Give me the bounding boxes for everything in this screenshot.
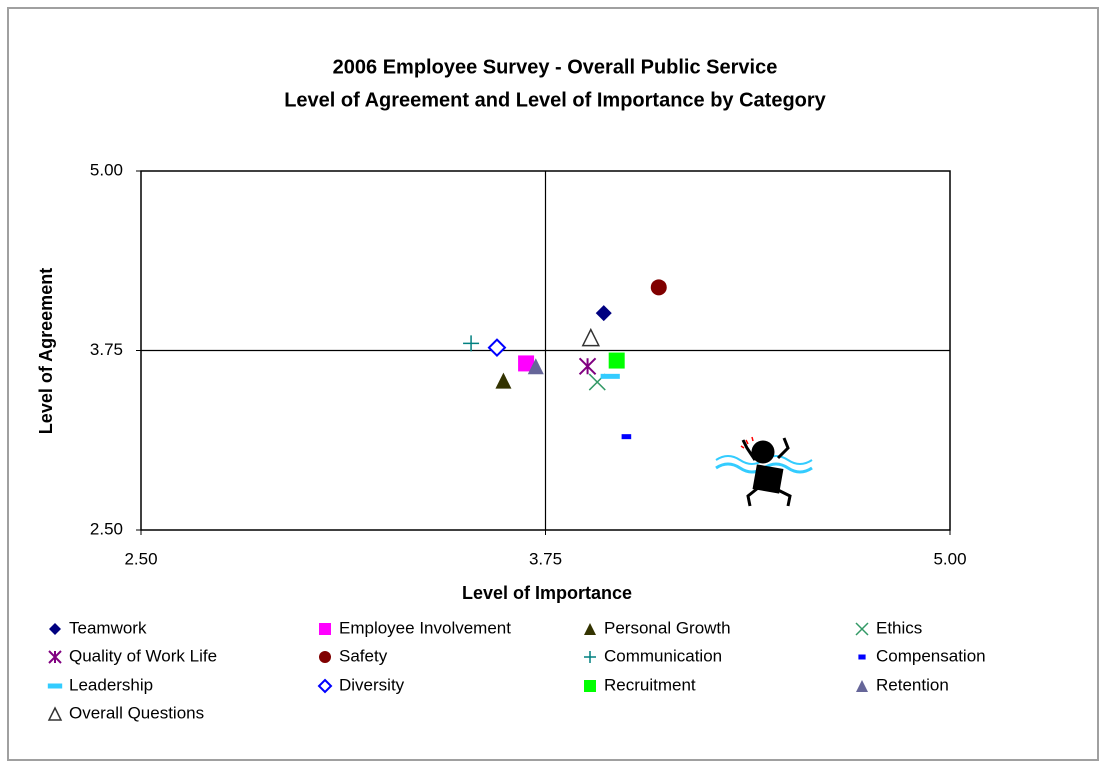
x-axis-label: Level of Importance bbox=[462, 583, 632, 603]
legend-marker bbox=[584, 651, 596, 663]
point bbox=[608, 352, 625, 369]
point bbox=[600, 373, 620, 379]
legend-marker bbox=[855, 622, 869, 636]
legend-label: Diversity bbox=[339, 675, 405, 694]
point bbox=[578, 357, 597, 376]
legend-label: Retention bbox=[876, 675, 949, 694]
legend-marker bbox=[856, 680, 868, 692]
point bbox=[518, 355, 535, 372]
point bbox=[621, 434, 632, 440]
legend-label: Communication bbox=[604, 646, 722, 665]
legend-marker bbox=[48, 650, 62, 664]
legend-label: Ethics bbox=[876, 618, 922, 637]
y-axis-label: Level of Agreement bbox=[36, 268, 56, 434]
point bbox=[463, 335, 480, 352]
legend-label: Quality of Work Life bbox=[69, 646, 217, 665]
legend-label: Personal Growth bbox=[604, 618, 731, 637]
legend-label: Recruitment bbox=[604, 675, 696, 694]
legend-marker bbox=[319, 651, 331, 663]
legend-marker bbox=[47, 706, 63, 721]
point bbox=[581, 327, 601, 347]
y-tick-label: 5.00 bbox=[90, 160, 123, 179]
legend-marker bbox=[584, 680, 596, 692]
y-tick-label: 3.75 bbox=[90, 340, 123, 359]
chart-subtitle: Level of Agreement and Level of Importan… bbox=[284, 89, 826, 111]
x-tick-label: 5.00 bbox=[933, 549, 966, 568]
legend-marker bbox=[319, 623, 331, 635]
legend-label: Overall Questions bbox=[69, 703, 204, 722]
clip-art bbox=[715, 436, 813, 507]
point bbox=[487, 338, 507, 358]
x-tick-label: 2.50 bbox=[124, 549, 157, 568]
chart-title: 2006 Employee Survey - Overall Public Se… bbox=[333, 56, 778, 78]
y-tick-label: 2.50 bbox=[90, 519, 123, 538]
point bbox=[595, 305, 612, 322]
point bbox=[495, 372, 512, 389]
legend-marker bbox=[49, 623, 61, 635]
x-tick-label: 3.75 bbox=[529, 549, 562, 568]
legend-marker bbox=[584, 623, 596, 635]
point bbox=[527, 358, 544, 375]
legend-marker bbox=[858, 654, 866, 660]
legend-label: Employee Involvement bbox=[339, 618, 511, 637]
legend-label: Safety bbox=[339, 646, 388, 665]
legend-marker bbox=[47, 683, 63, 689]
point bbox=[650, 279, 667, 296]
legend-label: Teamwork bbox=[69, 618, 147, 637]
legend-label: Compensation bbox=[876, 646, 986, 665]
legend-label: Leadership bbox=[69, 675, 153, 694]
legend-marker bbox=[317, 678, 333, 694]
